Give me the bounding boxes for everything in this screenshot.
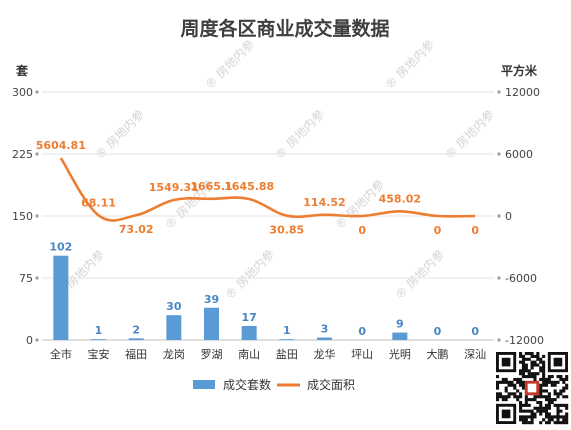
category-label: 南山 — [238, 348, 260, 361]
category-label: 坪山 — [351, 348, 373, 361]
bar — [166, 315, 182, 340]
line-value-label: 0 — [434, 224, 442, 237]
bar-value-label: 0 — [471, 325, 479, 338]
category-label: 龙岗 — [163, 348, 185, 361]
chart-title: 周度各区商业成交量数据 — [180, 17, 389, 40]
right-tick-marker — [497, 152, 501, 156]
bar — [317, 337, 332, 340]
legend-label: 成交套数 — [223, 377, 271, 392]
bar-value-label: 3 — [321, 323, 329, 336]
category-label: 宝安 — [88, 347, 110, 361]
watermark-text: ® 房地内参 — [392, 246, 448, 302]
right-tick-marker — [497, 90, 501, 94]
left-axis-unit: 套 — [15, 63, 29, 78]
category-label: 罗湖 — [201, 348, 223, 361]
category-label: 光明 — [389, 347, 411, 361]
bar-value-label: 0 — [358, 325, 366, 338]
category-label: 深汕 — [464, 348, 486, 361]
line-value-label: 73.02 — [119, 223, 154, 236]
watermark-text: ® 房地内参 — [222, 246, 278, 302]
category-label: 龙华 — [314, 347, 336, 361]
line-value-label: 114.52 — [303, 196, 345, 209]
line-value-label: 1665.1 — [190, 180, 232, 193]
bar-value-label: 102 — [49, 241, 72, 254]
line-value-label: 5604.81 — [36, 139, 86, 152]
right-tick-label: 12000 — [505, 86, 540, 99]
bar — [392, 332, 408, 340]
left-tick-marker — [35, 276, 39, 280]
right-tick-marker — [497, 276, 501, 280]
bar-value-label: 30 — [166, 300, 182, 313]
bar — [279, 339, 295, 340]
category-label: 盐田 — [276, 348, 298, 361]
right-tick-label: -6000 — [505, 272, 537, 285]
bar-value-label: 39 — [204, 293, 219, 306]
line-value-label: 458.02 — [379, 192, 421, 205]
line-value-label: 30.85 — [269, 224, 304, 237]
line-value-label: 68.11 — [81, 196, 116, 209]
left-tick-label: 300 — [12, 86, 33, 99]
left-tick-marker — [35, 152, 39, 156]
series-line — [59, 157, 476, 222]
left-tick-label: 0 — [26, 334, 33, 347]
left-tick-label: 225 — [12, 148, 33, 161]
watermark-text: ® 房地内参 — [382, 36, 438, 92]
right-tick-label: -12000 — [505, 334, 544, 347]
right-tick-marker — [497, 338, 501, 342]
bar — [204, 307, 219, 340]
left-tick-marker — [35, 338, 39, 342]
right-tick-label: 0 — [505, 210, 512, 223]
bar-value-label: 1 — [95, 324, 103, 337]
legend-label: 成交面积 — [307, 377, 355, 392]
left-tick-marker — [35, 90, 39, 94]
bar-value-label: 17 — [242, 311, 257, 324]
left-tick-marker — [35, 214, 39, 218]
right-tick-label: 6000 — [505, 148, 533, 161]
line-value-label: 0 — [471, 224, 479, 237]
bar — [128, 338, 144, 340]
left-tick-label: 150 — [12, 210, 33, 223]
right-tick-marker — [497, 214, 501, 218]
line-value-label: 1549.31 — [149, 181, 199, 194]
bar-value-label: 1 — [283, 324, 291, 337]
qr-code — [496, 352, 569, 425]
right-axis-unit: 平方米 — [501, 63, 538, 78]
category-label: 福田 — [125, 347, 147, 361]
bar-value-label: 2 — [132, 323, 140, 336]
bar — [53, 255, 69, 340]
category-label: 全市 — [50, 347, 72, 361]
category-label: 大鹏 — [427, 347, 449, 361]
bar — [91, 339, 106, 340]
bar — [241, 325, 257, 340]
legend-swatch-bar — [193, 380, 215, 389]
bar-value-label: 0 — [434, 325, 442, 338]
line-value-label: 1645.88 — [224, 180, 274, 193]
watermark-text: ® 房地内参 — [202, 36, 258, 92]
left-tick-label: 75 — [19, 272, 33, 285]
line-value-label: 0 — [358, 224, 366, 237]
bar-value-label: 9 — [396, 318, 404, 331]
